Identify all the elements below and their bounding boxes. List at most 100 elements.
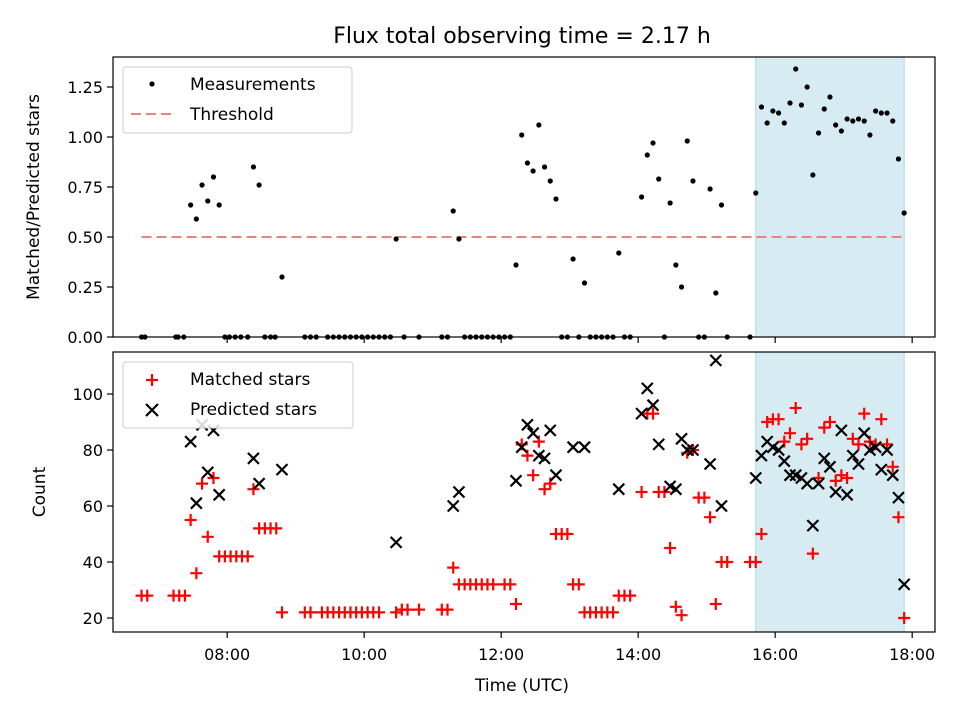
measurement-point: [547, 178, 553, 184]
matched-star-point: [390, 606, 403, 619]
matched-star-point: [247, 483, 260, 496]
measurement-point: [804, 84, 810, 90]
predicted-star-point: [755, 449, 768, 462]
measurement-point: [450, 208, 456, 214]
matched-star-point: [624, 589, 637, 602]
bottom-panel: 20 40 60 80 100 08:00 10:00 12:00 14:00 16:00 18:…: [30, 351, 936, 696]
predicted-star-point: [452, 485, 466, 499]
predicted-star-point: [275, 463, 289, 476]
matched-star-point: [190, 567, 203, 580]
matched-star-point: [835, 469, 848, 482]
bottom-x-axis-ticks: 08:00 10:00 12:00 14:00 16:00 18:00: [204, 632, 935, 664]
matched-star-point: [304, 606, 317, 619]
matched-star-point: [749, 556, 762, 568]
measurement-point: [279, 274, 285, 280]
predicted-star-point: [880, 443, 894, 457]
matched-star-point: [527, 469, 540, 482]
matched-star-point: [784, 427, 797, 440]
measurement-point: [821, 106, 827, 112]
bottom-legend-box: [122, 361, 354, 429]
bottom-y-tick-label: 20: [83, 609, 103, 628]
bottom-y-tick-label: 80: [83, 441, 103, 460]
predicted-stars-legend-label: Predicted stars: [190, 400, 317, 420]
measurement-point: [833, 122, 839, 128]
predicted-star-point: [835, 424, 848, 437]
bottom-shaded-span: [755, 351, 905, 633]
measurement-point: [793, 66, 799, 72]
predicted-star-point: [817, 452, 831, 465]
measurement-point: [205, 198, 211, 204]
bottom-y-axis-label: Count: [30, 466, 50, 517]
predicted-star-point: [840, 488, 854, 502]
matched-star-point: [201, 530, 214, 543]
predicted-star-point: [812, 477, 825, 490]
matched-star-point: [812, 472, 825, 484]
predicted-stars-legend-marker: [145, 403, 159, 417]
measurement-point: [553, 196, 559, 202]
predicted-star-point: [538, 452, 551, 465]
measurement-point: [838, 128, 844, 134]
matched-star-point: [675, 609, 688, 622]
matched-star-point: [898, 612, 911, 624]
measurement-point: [644, 152, 650, 158]
measurement-point: [570, 256, 576, 262]
bottom-x-tick-label: 08:00: [204, 645, 250, 664]
predicted-star-point: [857, 426, 871, 440]
measurement-point: [850, 118, 856, 124]
measurement-point: [758, 104, 765, 110]
matched-star-point: [441, 603, 454, 616]
measurement-point: [638, 194, 645, 200]
measurement-point: [901, 210, 907, 216]
measurement-point: [707, 186, 713, 192]
measurement-point: [541, 164, 548, 170]
measurement-point: [690, 178, 696, 184]
measurement-point: [884, 110, 890, 116]
measurement-point: [787, 100, 793, 106]
matched-star-point: [538, 483, 551, 496]
measurement-point: [678, 284, 685, 290]
bottom-x-axis-label: Time (UTC): [474, 676, 569, 696]
matched-star-point: [892, 511, 905, 524]
predicted-star-point: [526, 426, 540, 440]
predicted-star-point: [252, 477, 266, 490]
measurement-point: [650, 140, 656, 146]
measurement-point: [393, 236, 399, 242]
measurement-point: [827, 94, 833, 100]
predicted-star-point: [852, 457, 865, 471]
predicted-star-point: [515, 440, 528, 454]
matched-star-point: [373, 606, 386, 619]
predicted-star-point: [669, 482, 683, 496]
predicted-star-point: [869, 440, 882, 454]
bottom-legend: Matched stars Predicted stars: [122, 361, 354, 429]
matched-star-point: [881, 438, 894, 451]
bottom-x-tick-label: 16:00: [752, 645, 798, 664]
predicted-star-point: [190, 496, 203, 510]
matched-star-point: [755, 528, 768, 540]
predicted-star-point: [446, 499, 460, 513]
matched-star-point: [658, 486, 671, 498]
predicted-star-point: [566, 440, 580, 454]
predicted-star-point: [897, 578, 911, 591]
matched-star-point: [207, 472, 220, 484]
measurement-point: [810, 172, 816, 178]
measurements-legend-label: Measurements: [190, 75, 316, 95]
top-plot-frame: [112, 56, 936, 338]
bottom-y-tick-label: 40: [83, 553, 103, 572]
predicted-star-point: [509, 474, 523, 488]
measurement-point: [199, 182, 205, 188]
measurement-point: [867, 132, 873, 138]
matched-star-point: [561, 528, 574, 540]
bottom-x-tick-label: 18:00: [889, 645, 935, 664]
top-panel: 0.00 0.25 0.50 0.75 1.00 1.25 Matched/Predict…: [24, 56, 936, 347]
matched-star-point: [795, 438, 808, 451]
matched-star-point: [806, 547, 819, 560]
predicted-star-point: [875, 463, 888, 476]
predicted-star-point: [212, 488, 226, 502]
matched-star-point: [270, 522, 283, 535]
measurement-point: [798, 102, 805, 108]
measurement-point: [713, 290, 719, 296]
top-y-tick-label: 1.00: [67, 128, 103, 147]
predicted-star-point: [686, 443, 700, 457]
measurement-point: [513, 262, 519, 268]
predicted-star-point: [778, 454, 791, 468]
